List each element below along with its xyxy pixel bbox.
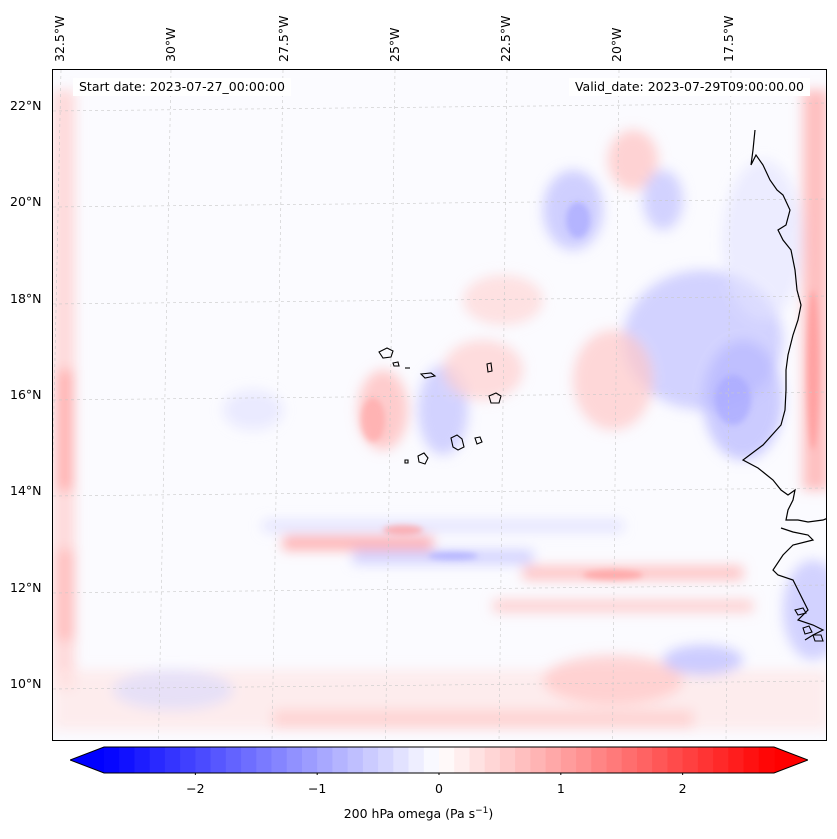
colorbar-segment [317,747,334,773]
colorbar-tick-label: 2 [678,781,687,796]
lat-label: 18°N [10,291,42,306]
lon-label: 27.5°W [276,15,291,62]
colorbar-segment [347,747,364,773]
meridian-line [271,70,284,740]
lat-label: 10°N [10,676,42,691]
meridian-line [158,70,172,740]
colorbar-tick-label: 1 [556,781,565,796]
colorbar-segment [469,747,486,773]
colorbar-segment [439,747,455,773]
lon-label: 22.5°W [498,15,513,62]
colorbar-segment [164,747,181,773]
colorbar-extend-min [70,747,104,773]
colorbar-segment [545,747,562,773]
colorbar-segment [591,747,608,773]
lat-label: 22°N [10,98,42,113]
colorbar-segment [652,747,669,773]
colorbar-segment [256,747,273,773]
lat-label: 20°N [10,194,42,209]
colorbar-segment [180,747,196,773]
colorbar-segment [286,747,303,773]
colorbar-segment [210,747,227,773]
colorbar-segment [484,747,501,773]
colorbar-segment [621,747,638,773]
colorbar-segment [408,747,425,773]
colorbar-segment [560,747,577,773]
colorbar-tick-label: 0 [435,781,443,796]
map-panel [52,69,827,741]
colorbar-segment [515,747,531,773]
colorbar-segment [225,747,242,773]
colorbar-segment [362,747,379,773]
meridian-line [725,70,732,740]
meridian-line [53,70,62,469]
lon-label: 17.5°W [721,15,736,62]
colorbar-segment [576,747,592,773]
lon-label: 25°W [387,27,402,62]
colorbar-segment [713,747,729,773]
lon-label: 20°W [609,27,624,62]
colorbar-segment [758,747,775,773]
colorbar-segment [499,747,516,773]
colorbar-segment [104,747,120,773]
colorbar-segment [423,747,440,773]
start-date-label: Start date: 2023-07-27_00:00:00 [73,78,291,96]
africa-coastline [741,129,826,641]
omega-field-map [53,70,826,740]
lat-label: 14°N [10,483,42,498]
lat-label: 12°N [10,580,42,595]
valid-date-label: Valid_date: 2023-07-29T09:00:00.00 [568,78,810,96]
colorbar-segment [332,747,349,773]
colorbar-segment [606,747,623,773]
colorbar-segment [241,747,257,773]
lon-label: 30°W [163,27,178,62]
colorbar-segment [697,747,714,773]
meridian-line [612,70,620,740]
colorbar-segment [682,747,699,773]
colorbar-tick-label: −2 [186,781,205,796]
colorbar-extend-max [774,747,808,773]
lon-label: 32.5°W [52,15,67,62]
colorbar-segment [119,747,136,773]
cape-verde-coastline [378,347,502,465]
colorbar-segment [667,747,684,773]
colorbar-segment [393,747,410,773]
colorbar-segment [195,747,212,773]
colorbar-segment [454,747,471,773]
colorbar-segment [378,747,394,773]
colorbar-segment [271,747,288,773]
colorbar-segment [301,747,318,773]
bijagos-islands [794,607,824,642]
colorbar-tick-label: −1 [307,781,327,796]
omega-small-features [361,202,819,580]
colorbar-segment [636,747,653,773]
colorbar-segment [728,747,745,773]
colorbar [70,746,808,775]
colorbar-segment [743,747,760,773]
colorbar-label: 200 hPa omega (Pa s−1) [343,806,494,822]
colorbar-outline [70,746,808,774]
meridian-line [498,70,508,740]
graticule [53,70,826,740]
lat-label: 16°N [10,387,42,402]
colorbar-segment [530,747,547,773]
meridian-line [385,70,396,740]
colorbar-segment [149,747,166,773]
colorbar-segment [134,747,151,773]
colorbar-segments [70,747,808,773]
